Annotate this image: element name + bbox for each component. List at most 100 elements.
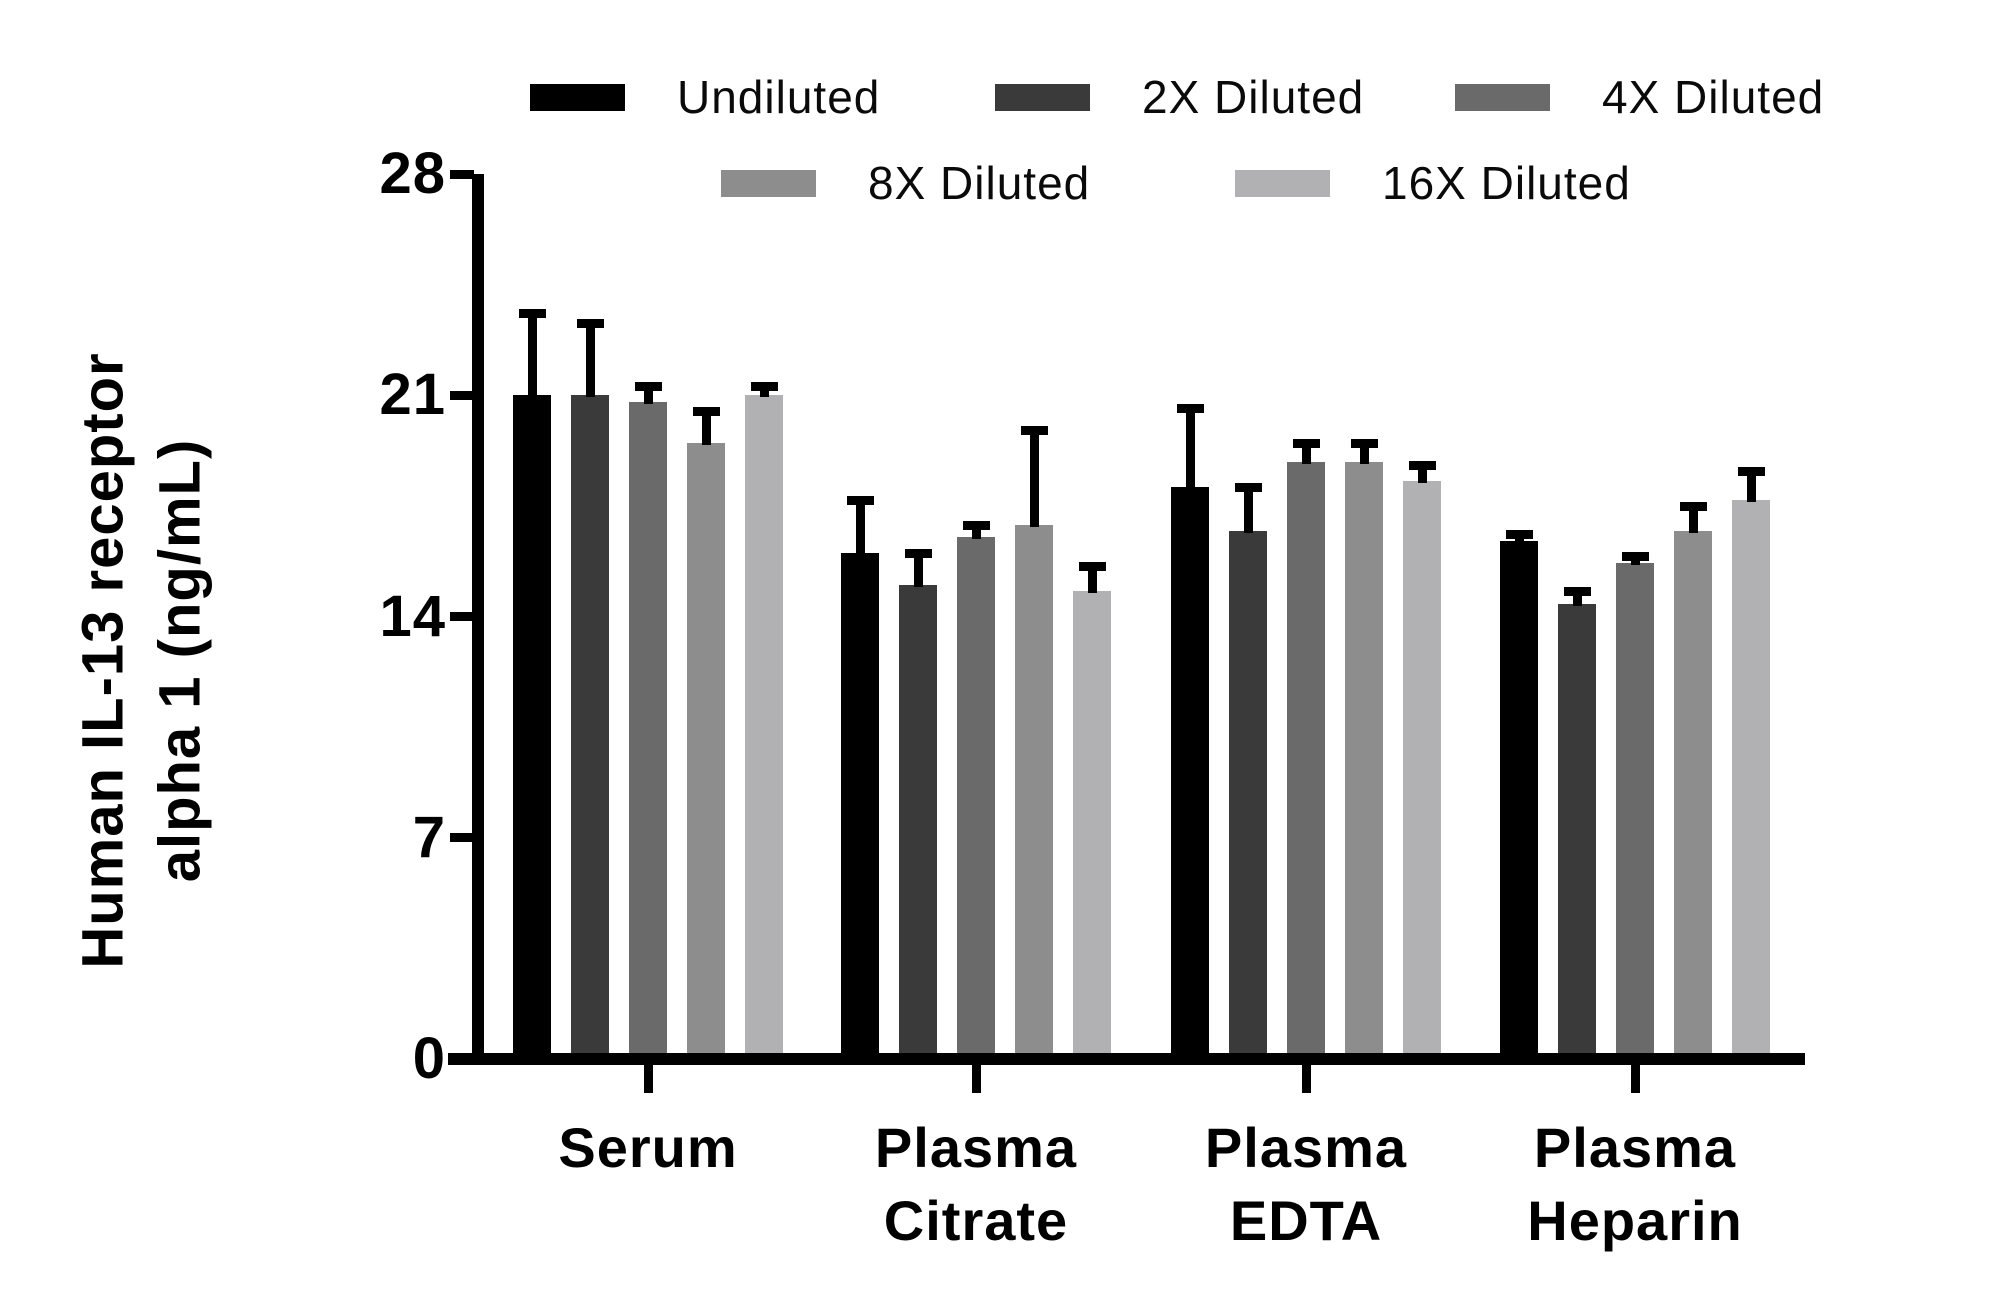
error-bar-cap	[1621, 552, 1649, 562]
error-bar-cap	[1350, 438, 1378, 448]
legend-label: Undiluted	[677, 71, 881, 123]
x-tick	[1301, 1065, 1311, 1093]
error-bar-stem	[1087, 565, 1097, 594]
y-tick	[450, 390, 474, 400]
error-bar-cap	[1292, 438, 1320, 448]
bar	[957, 537, 995, 1063]
error-bar-stem	[1301, 442, 1311, 464]
bar	[1674, 531, 1712, 1063]
bar	[1558, 603, 1596, 1063]
category-label: Plasma Heparin	[1425, 1112, 1845, 1258]
error-bar-cap	[962, 520, 990, 530]
error-bar-stem	[759, 385, 769, 398]
legend-label: 16X Diluted	[1382, 157, 1631, 209]
error-bar-stem	[855, 499, 865, 556]
legend-swatch	[721, 169, 816, 197]
legend-swatch	[1455, 83, 1550, 111]
error-bar-cap	[1505, 530, 1533, 540]
legend-item: 8X Diluted	[721, 152, 1090, 214]
bar	[899, 584, 937, 1063]
error-bar-stem	[1688, 505, 1698, 534]
legend-label: 2X Diluted	[1142, 71, 1365, 123]
legend-swatch	[1235, 169, 1330, 197]
y-tick-label: 21	[379, 362, 446, 428]
legend-swatch	[995, 83, 1090, 111]
error-bar-stem	[913, 553, 923, 587]
legend-label: 8X Diluted	[868, 157, 1091, 209]
error-bar-stem	[585, 322, 595, 398]
category-label-line: Heparin	[1527, 1188, 1743, 1252]
bar	[1616, 562, 1654, 1063]
error-bar-stem	[1572, 591, 1582, 606]
bar	[1345, 461, 1383, 1063]
error-bar-cap	[1078, 561, 1106, 571]
category-label-line: EDTA	[1229, 1188, 1383, 1252]
error-bar-cap	[1234, 482, 1262, 492]
error-bar-stem	[527, 313, 537, 398]
x-tick	[643, 1065, 653, 1093]
legend-swatch	[530, 83, 625, 111]
bar	[1287, 461, 1325, 1063]
y-axis-title-line1: Human IL-13 receptor	[70, 352, 136, 969]
y-tick-label: 7	[412, 804, 446, 870]
error-bar-stem	[701, 411, 711, 445]
bar	[1500, 540, 1538, 1063]
bar	[571, 395, 609, 1063]
category-label-line: Plasma	[1533, 1116, 1737, 1179]
y-axis-title-line2: alpha 1 (ng/mL)	[147, 438, 213, 883]
legend-label: 4X Diluted	[1602, 71, 1825, 123]
error-bar-stem	[1243, 486, 1253, 534]
y-tick	[450, 833, 474, 843]
error-bar-stem	[1029, 430, 1039, 527]
error-bar-cap	[634, 381, 662, 391]
category-label: Plasma Citrate	[766, 1112, 1186, 1258]
y-tick-label: 0	[412, 1026, 446, 1091]
x-tick	[971, 1065, 981, 1093]
bar	[1229, 531, 1267, 1063]
bar	[513, 395, 551, 1063]
error-bar-stem	[971, 524, 981, 540]
y-tick	[450, 612, 474, 621]
x-tick	[1630, 1065, 1640, 1093]
error-bar-cap	[518, 309, 546, 319]
error-bar-cap	[1679, 501, 1707, 511]
error-bar-stem	[1746, 471, 1756, 502]
error-bar-cap	[1176, 403, 1204, 413]
bar	[1403, 480, 1441, 1063]
category-label-line: Citrate	[883, 1188, 1069, 1252]
error-bar-cap	[576, 318, 604, 328]
x-axis-line	[448, 1053, 1805, 1065]
legend-item: 4X Diluted	[1455, 66, 1824, 128]
bar	[841, 553, 879, 1063]
error-bar-cap	[1408, 460, 1436, 470]
bar	[687, 442, 725, 1063]
category-label-line: Plasma	[1204, 1116, 1408, 1179]
error-bar-cap	[692, 407, 720, 417]
bar	[1015, 524, 1053, 1063]
error-bar-stem	[1417, 464, 1427, 483]
y-axis-title: Human IL-13 receptor alpha 1 (ng/mL)	[66, 216, 231, 1106]
error-bar-stem	[643, 385, 653, 404]
y-tick-label: 28	[379, 141, 446, 206]
category-label: Plasma EDTA	[1096, 1112, 1516, 1258]
bar	[629, 401, 667, 1063]
legend-item: 2X Diluted	[995, 66, 1364, 128]
y-tick	[450, 169, 474, 179]
error-bar-cap	[750, 381, 778, 391]
y-axis-line	[472, 174, 484, 1065]
category-label: Serum	[438, 1112, 858, 1185]
legend-item: Undiluted	[530, 66, 880, 128]
error-bar-cap	[904, 549, 932, 559]
bar	[1732, 499, 1770, 1063]
legend-item: 16X Diluted	[1235, 152, 1631, 214]
error-bar-stem	[1185, 407, 1195, 489]
error-bar-stem	[1359, 442, 1369, 464]
error-bar-cap	[1563, 587, 1591, 597]
y-tick-label: 14	[379, 583, 446, 649]
bar	[1073, 591, 1111, 1063]
category-label-line: Serum	[558, 1116, 738, 1179]
error-bar-cap	[846, 495, 874, 505]
bar	[1171, 486, 1209, 1063]
error-bar-cap	[1737, 467, 1765, 477]
